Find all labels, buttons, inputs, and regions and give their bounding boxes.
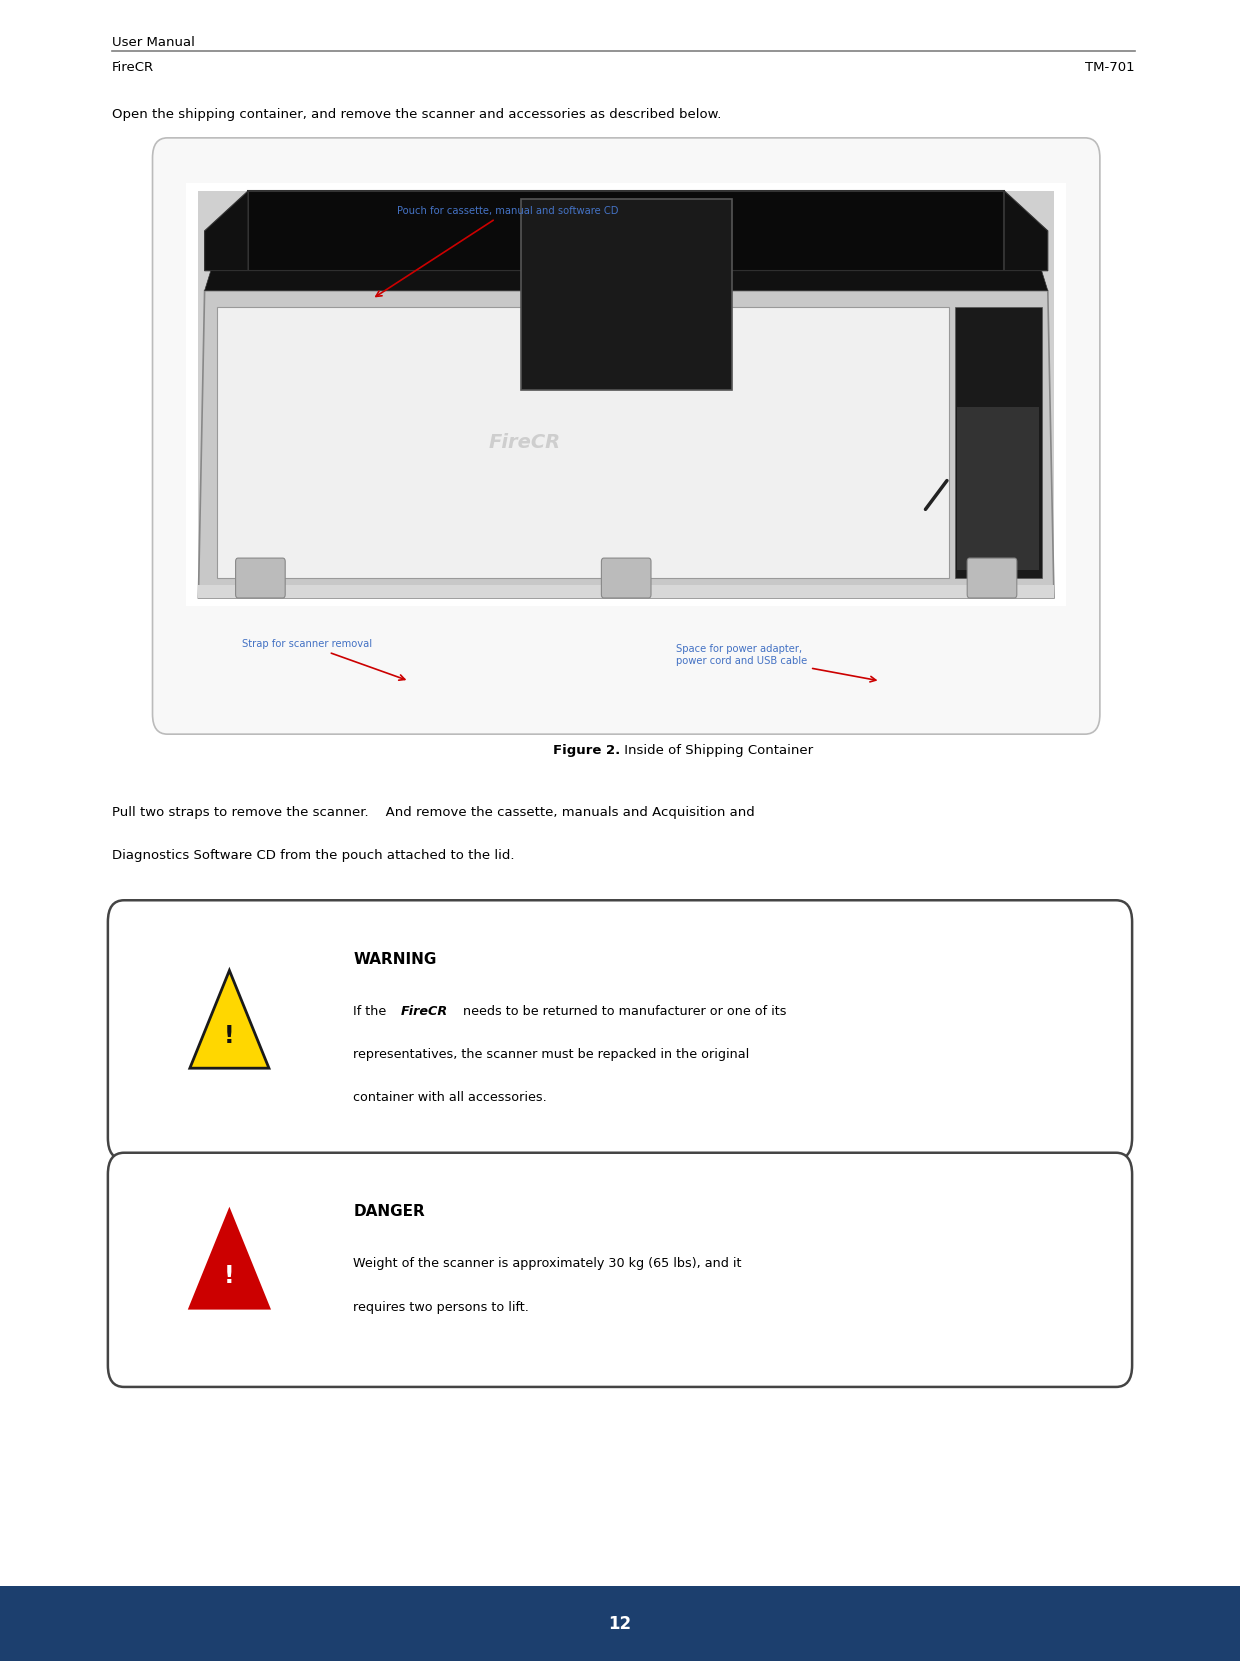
Text: Pull two straps to remove the scanner.    And remove the cassette, manuals and A: Pull two straps to remove the scanner. A…: [112, 806, 754, 819]
FancyBboxPatch shape: [967, 558, 1017, 598]
Polygon shape: [205, 191, 248, 271]
FancyBboxPatch shape: [108, 1153, 1132, 1387]
Text: TM-701: TM-701: [1085, 61, 1135, 75]
FancyBboxPatch shape: [198, 191, 1054, 598]
Text: WARNING: WARNING: [353, 952, 436, 967]
Text: Space for power adapter,
power cord and USB cable: Space for power adapter, power cord and …: [676, 644, 875, 683]
Polygon shape: [196, 1226, 263, 1302]
Text: needs to be returned to manufacturer or one of its: needs to be returned to manufacturer or …: [459, 1005, 786, 1018]
Polygon shape: [190, 970, 269, 1068]
FancyBboxPatch shape: [248, 191, 1004, 271]
Text: FireCR: FireCR: [112, 61, 154, 75]
FancyBboxPatch shape: [217, 307, 949, 578]
Text: 12: 12: [609, 1614, 631, 1633]
FancyBboxPatch shape: [955, 307, 1042, 578]
Polygon shape: [1004, 191, 1048, 271]
Text: User Manual: User Manual: [112, 35, 195, 48]
Text: Diagnostics Software CD from the pouch attached to the lid.: Diagnostics Software CD from the pouch a…: [112, 849, 515, 862]
Text: FireCR: FireCR: [489, 434, 560, 452]
FancyBboxPatch shape: [186, 183, 1066, 606]
FancyBboxPatch shape: [601, 558, 651, 598]
FancyBboxPatch shape: [198, 585, 1054, 598]
Polygon shape: [190, 1211, 269, 1309]
Text: FireCR: FireCR: [401, 1005, 448, 1018]
FancyBboxPatch shape: [108, 900, 1132, 1159]
Text: Weight of the scanner is approximately 30 kg (65 lbs), and it: Weight of the scanner is approximately 3…: [353, 1257, 742, 1271]
Text: Open the shipping container, and remove the scanner and accessories as described: Open the shipping container, and remove …: [112, 108, 720, 121]
Text: DANGER: DANGER: [353, 1204, 425, 1219]
Text: Pouch for cassette, manual and software CD: Pouch for cassette, manual and software …: [376, 206, 619, 296]
Polygon shape: [205, 271, 1048, 291]
Text: Figure 2.: Figure 2.: [553, 744, 620, 757]
FancyBboxPatch shape: [236, 558, 285, 598]
Text: !: !: [224, 1264, 234, 1289]
Text: !: !: [224, 1025, 234, 1048]
Text: If the: If the: [353, 1005, 391, 1018]
Text: representatives, the scanner must be repacked in the original: representatives, the scanner must be rep…: [353, 1048, 750, 1061]
FancyBboxPatch shape: [521, 199, 732, 390]
Text: requires two persons to lift.: requires two persons to lift.: [353, 1301, 529, 1314]
Text: Strap for scanner removal: Strap for scanner removal: [242, 639, 404, 681]
Text: Inside of Shipping Container: Inside of Shipping Container: [620, 744, 813, 757]
Polygon shape: [198, 291, 1054, 598]
FancyBboxPatch shape: [957, 407, 1039, 570]
FancyBboxPatch shape: [0, 1586, 1240, 1661]
FancyBboxPatch shape: [153, 138, 1100, 734]
Text: container with all accessories.: container with all accessories.: [353, 1091, 547, 1105]
